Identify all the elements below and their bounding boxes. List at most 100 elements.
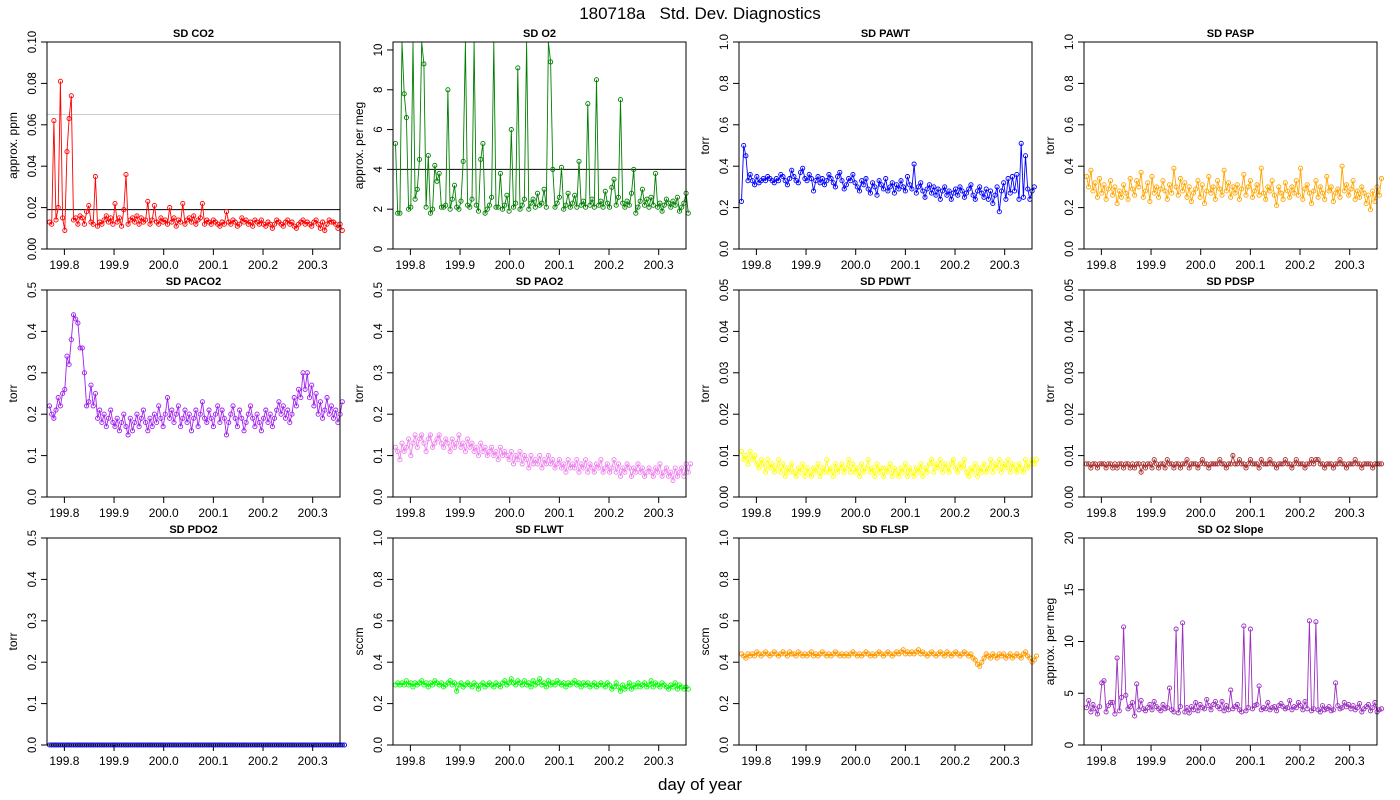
data-point: [116, 428, 122, 434]
y-tick-label: 0.5: [27, 282, 39, 298]
data-point: [427, 210, 433, 216]
data-point: [1254, 461, 1260, 467]
data-point: [1280, 196, 1286, 202]
data-point: [574, 204, 580, 210]
data-point: [1252, 188, 1258, 194]
data-point: [756, 465, 762, 471]
data-point: [946, 469, 952, 475]
data-point: [988, 188, 994, 194]
data-point: [1289, 465, 1295, 471]
data-point: [149, 424, 155, 430]
data-point: [839, 461, 845, 467]
y-tick-label: 5: [1064, 690, 1076, 696]
data-point: [646, 204, 652, 210]
data-point: [309, 223, 315, 229]
data-point: [1114, 655, 1120, 661]
data-point: [419, 678, 425, 684]
data-point: [397, 457, 403, 463]
data-point: [977, 184, 983, 190]
data-point: [401, 91, 407, 97]
data-point: [983, 186, 989, 192]
data-point: [561, 206, 567, 212]
data-point: [269, 424, 275, 430]
series-line: [49, 313, 343, 436]
x-tick-label: 199.9: [99, 506, 129, 520]
data-point: [821, 182, 828, 188]
data-point: [598, 457, 604, 463]
data-point: [265, 419, 271, 426]
data-point: [944, 465, 950, 471]
x-tick-label: 200.0: [149, 258, 179, 272]
data-point: [399, 440, 405, 446]
data-point: [1164, 705, 1170, 711]
data-point: [1287, 194, 1293, 200]
data-point: [1306, 618, 1312, 624]
data-point: [1234, 702, 1240, 708]
data-point: [795, 465, 801, 471]
data-point: [876, 469, 882, 475]
data-point: [773, 465, 779, 471]
data-point: [99, 221, 105, 227]
data-point: [561, 461, 567, 467]
data-point: [743, 655, 749, 661]
data-point: [974, 188, 981, 194]
data-point: [1001, 180, 1007, 186]
data-point: [1333, 461, 1339, 467]
data-point: [883, 176, 889, 182]
data-point: [57, 78, 63, 84]
data-point: [1212, 698, 1218, 705]
data-point: [1322, 196, 1328, 202]
data-point: [416, 436, 423, 442]
data-point: [1352, 196, 1358, 202]
data-point: [451, 182, 458, 188]
data-point: [1258, 457, 1264, 463]
data-point: [1247, 626, 1253, 632]
y-tick-label: 1.0: [719, 530, 731, 546]
y-axis-label: torr: [6, 632, 20, 650]
panel-title: SD PDSP: [1206, 276, 1254, 288]
x-tick-label: 200.1: [198, 258, 228, 272]
data-point: [199, 399, 205, 405]
data-point: [486, 202, 492, 208]
y-tick-label: 0.05: [719, 279, 731, 301]
y-axis-label: sccm: [698, 628, 712, 656]
data-point: [1101, 182, 1107, 188]
data-point: [475, 686, 482, 692]
data-point: [263, 223, 269, 229]
panel-title: SD CO2: [173, 28, 214, 40]
data-point: [811, 465, 817, 471]
panel: SD FLSP sccm 0.0 0.2 0.4 0.6 0.8 1.0 199.8 199.9 2…: [698, 524, 1040, 768]
data-point: [60, 215, 66, 221]
data-point: [828, 465, 834, 471]
data-point: [298, 395, 304, 401]
data-point: [600, 469, 606, 475]
data-point: [410, 684, 416, 690]
data-point: [867, 190, 873, 196]
series-line: [49, 81, 343, 232]
data-point: [909, 469, 915, 475]
y-tick-label: 0.1: [27, 696, 39, 712]
data-point: [534, 680, 541, 686]
data-point: [1339, 461, 1345, 467]
data-point: [397, 210, 403, 216]
data-point: [1177, 704, 1183, 710]
data-point: [784, 182, 790, 188]
data-point: [230, 403, 236, 409]
data-point: [324, 221, 330, 227]
data-point: [813, 178, 819, 184]
series-line: [1086, 166, 1382, 210]
data-point: [1116, 708, 1122, 714]
data-point: [944, 192, 950, 198]
data-point: [1094, 194, 1100, 200]
data-point: [668, 204, 674, 210]
data-point: [994, 184, 1000, 190]
data-point: [648, 469, 654, 475]
data-point: [985, 465, 991, 471]
data-point: [1175, 710, 1181, 716]
data-point: [1243, 192, 1249, 198]
data-point: [1274, 202, 1280, 209]
data-point: [99, 419, 105, 426]
data-point: [1291, 190, 1297, 196]
data-point: [119, 223, 125, 229]
data-point: [1110, 192, 1116, 198]
